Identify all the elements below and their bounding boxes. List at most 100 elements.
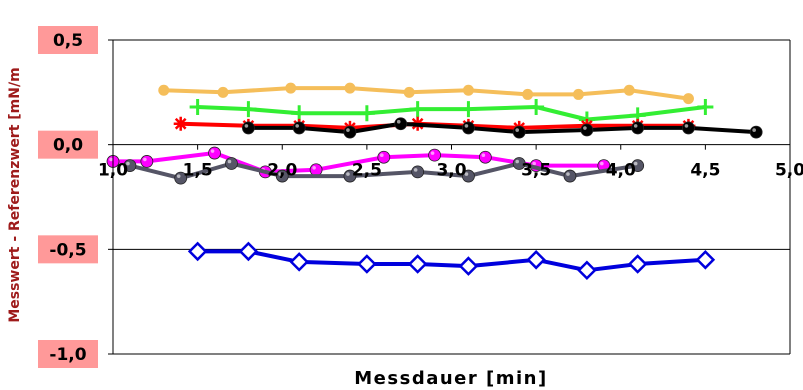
data-point-4-6-highlight [430,151,435,155]
series-line-4 [111,151,606,174]
data-point-0-4 [403,86,415,98]
y-tick-label-2: -0,5 [49,240,86,260]
data-point-3-2 [343,125,357,139]
x-axis-title: Messdauer [min] [354,368,547,389]
x-tick-label-1: 1,5 [183,161,213,181]
data-point-1-0 [189,98,206,115]
series-0 [158,82,694,105]
series-3 [241,117,763,139]
data-point-3-1 [292,121,306,135]
data-point-3-5 [512,125,526,139]
data-point-4-7 [478,150,492,164]
data-point-3-5-highlight [515,128,519,132]
data-point-0-1 [217,86,229,98]
data-point-5-6-highlight [464,172,469,176]
data-point-0-6 [522,88,534,100]
data-point-3-8-highlight [684,124,689,128]
data-point-5-4-highlight [346,172,350,176]
y-tick-label-bg-1 [38,130,98,159]
y-tick-label-bg-0 [38,26,98,54]
data-point-4-7-highlight [481,153,486,158]
data-point-0-9 [682,93,694,105]
data-point-6-6 [526,250,546,270]
x-tick-label-2: 2,0 [267,161,297,181]
data-point-0-2 [285,82,297,94]
y-axis-title: Messwert - Referenzwert [mN/m [7,67,23,322]
data-point-0-5 [462,84,474,96]
data-point-5-3-highlight [278,172,283,176]
data-point-5-8-highlight [566,172,570,176]
x-tick-label-5: 3,5 [521,161,551,181]
data-point-1-5 [460,101,477,118]
data-point-0-8 [623,84,635,96]
data-point-6-9 [695,250,716,270]
series-line-6 [195,249,708,273]
series-line-0 [161,86,691,101]
data-point-6-7 [577,260,597,281]
data-point-3-2-highlight [346,128,350,132]
data-point-3-0-highlight [244,124,249,128]
axis-layer [108,39,791,355]
label-layer: 1,0 1,5 2,0 2,5 3,0 3,5 4,0 4,5 5,0 0,5 0,0 -0,5 -1,… [7,26,803,389]
data-point-6-8 [627,254,648,274]
data-point-5-5-highlight [413,168,418,172]
data-point-3-7 [631,121,645,135]
data-point-5-8 [563,169,577,183]
data-point-4-4-highlight [312,165,316,170]
data-point-4-6 [428,148,441,162]
data-point-4-1-highlight [143,157,147,162]
series-5 [123,157,645,185]
data-point-3-7-highlight [633,124,638,128]
data-point-3-6 [580,123,594,137]
data-point-6-4 [407,254,428,274]
y-tick-label-bg-3 [38,340,98,368]
data-point-3-3 [394,117,408,131]
x-tick-label-6: 4,0 [606,161,636,181]
data-point-1-6 [528,98,545,115]
series-1 [189,98,714,128]
y-tick-label-0: 0,5 [53,31,83,51]
data-point-5-7-highlight [515,159,519,164]
y-tick-label-1: 0,0 [53,136,83,156]
data-point-1-4 [409,101,426,118]
data-point-4-4 [309,163,323,177]
y-tick-label-3: -1,0 [49,345,86,365]
data-point-3-4 [462,121,475,135]
data-point-3-3-highlight [396,119,401,124]
data-point-0-3 [344,82,356,94]
data-point-5-1-highlight [176,174,181,178]
data-point-0-7 [572,88,584,100]
data-point-6-1 [238,241,259,262]
series-line-5 [127,161,640,181]
data-point-0-0 [158,84,170,96]
series-6 [187,241,716,281]
data-point-4-8-highlight [532,161,536,166]
data-point-5-9-highlight [633,161,638,166]
data-point-3-4-highlight [464,124,469,128]
y-tick-label-bg-2 [38,235,98,264]
data-point-1-9 [697,98,714,115]
data-point-3-8 [682,121,695,135]
data-point-5-2 [225,157,238,170]
x-tick-label-4: 3,0 [436,161,466,181]
series-layer [106,82,763,281]
data-point-4-5-highlight [380,153,384,158]
series-line-1 [195,105,708,122]
data-point-4-1 [140,155,154,168]
data-point-4-9-highlight [600,161,604,166]
data-point-6-0 [187,241,208,262]
data-point-4-0-highlight [109,157,113,162]
x-tick-label-8: 5,0 [775,161,803,181]
data-point-6-2 [289,252,309,272]
data-point-1-2 [291,105,308,122]
data-point-5-0-highlight [126,161,130,166]
data-point-2-0 [173,116,188,131]
x-tick-label-7: 4,5 [690,161,720,181]
data-point-5-5 [411,165,425,179]
data-point-3-0 [241,121,255,135]
data-point-6-3 [357,254,377,274]
data-point-3-6-highlight [583,126,587,130]
x-tick-label-3: 2,5 [352,161,382,181]
